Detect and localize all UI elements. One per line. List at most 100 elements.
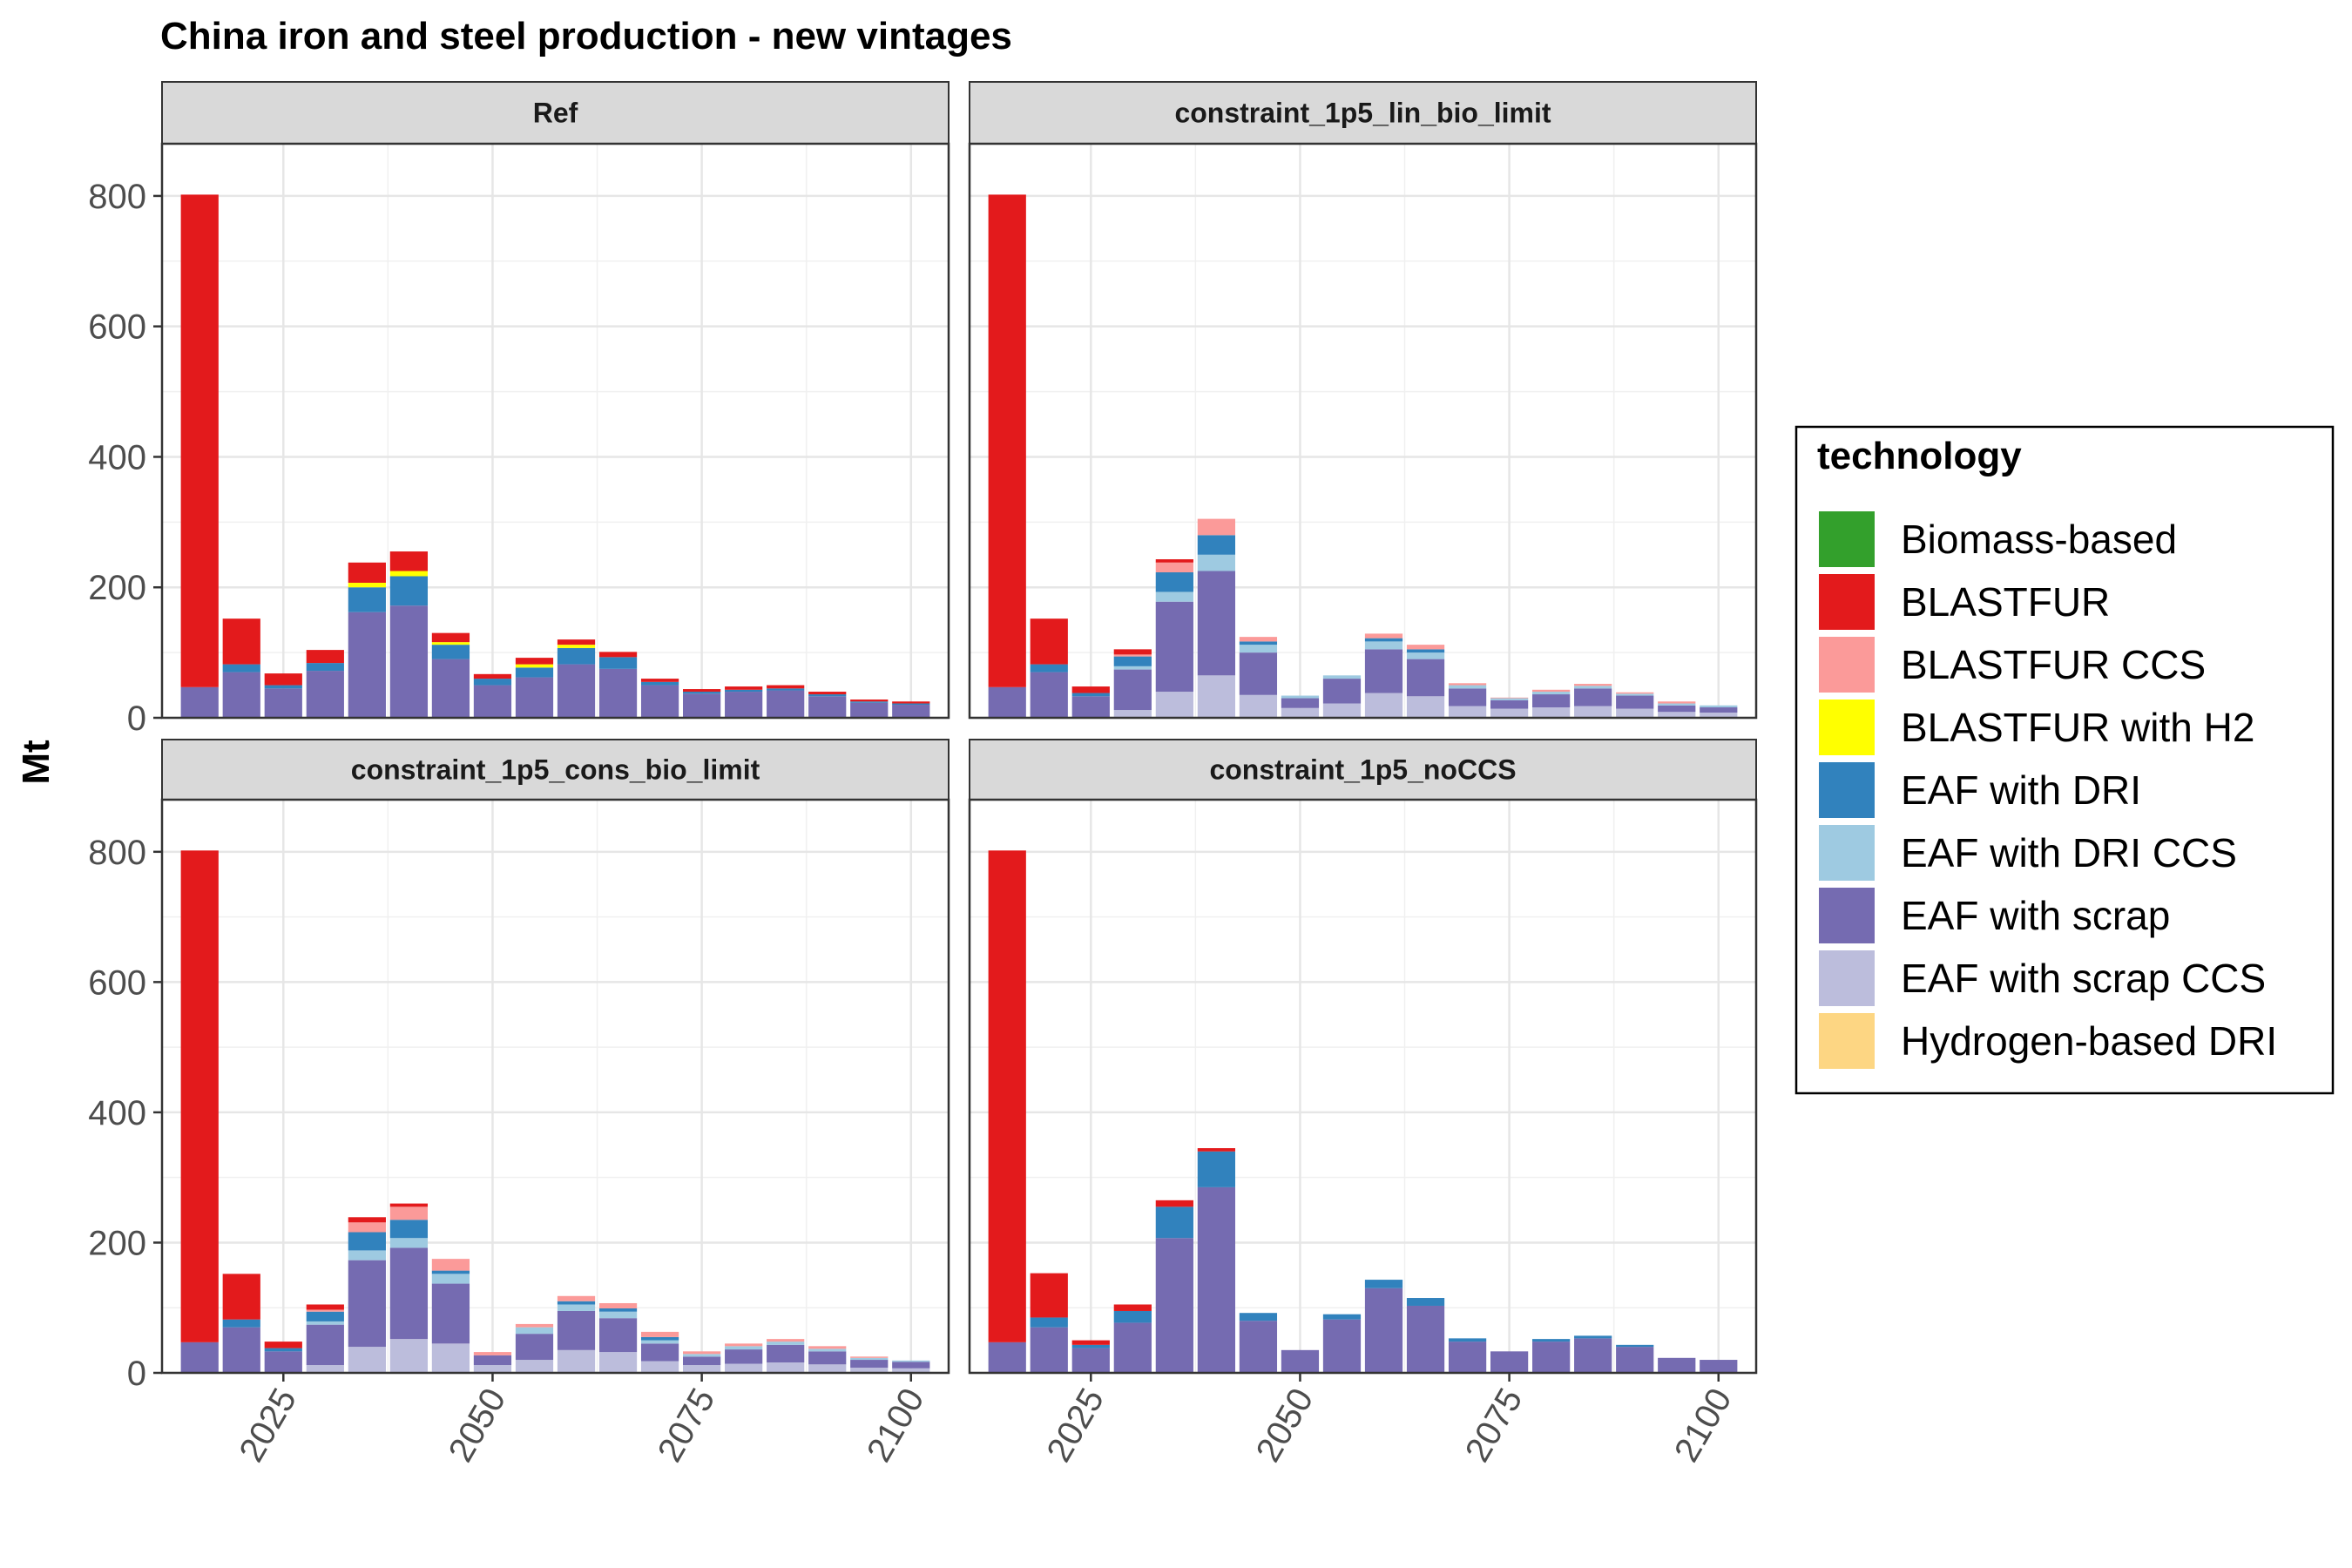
bar-segment <box>1574 684 1612 686</box>
bar-segment <box>1406 696 1445 718</box>
bar-segment <box>473 1365 512 1373</box>
bar-segment <box>473 685 512 718</box>
bar-segment <box>1658 703 1696 706</box>
bar-segment <box>180 686 219 718</box>
bar-segment <box>1030 1327 1068 1373</box>
bar-segment <box>1322 679 1362 704</box>
bar-segment <box>598 668 638 718</box>
bar-segment <box>1406 1298 1445 1306</box>
bar-segment <box>264 1342 302 1348</box>
legend-label: EAF with scrap CCS <box>1901 956 2266 1001</box>
legend-swatch <box>1819 825 1875 881</box>
bar-segment <box>1155 601 1193 693</box>
bar-segment <box>1239 645 1278 653</box>
bar-segment <box>767 1344 805 1363</box>
bar-segment <box>640 1331 679 1337</box>
bar-segment <box>850 1360 889 1369</box>
bar-segment <box>598 1311 638 1319</box>
bar-segment <box>431 1270 470 1274</box>
bar-segment <box>389 1203 429 1207</box>
legend-swatch <box>1819 762 1875 818</box>
facet-strip-label: Ref <box>533 98 578 129</box>
y-tick-label: 200 <box>88 1224 146 1262</box>
bar-segment <box>515 1327 554 1335</box>
bar-segment <box>1113 654 1152 657</box>
facet-panel: constraint_1p5_lin_bio_limit <box>968 81 1758 720</box>
bar-segment <box>988 1342 1026 1373</box>
legend-label: BLASTFUR with H2 <box>1901 705 2254 750</box>
y-tick-label: 600 <box>88 963 146 1002</box>
bar-segment <box>557 647 596 665</box>
bar-segment <box>1197 1151 1236 1187</box>
bar-segment <box>389 571 429 577</box>
bar-segment <box>348 612 386 718</box>
bar-segment <box>850 701 889 703</box>
bar-segment <box>640 1343 679 1362</box>
bar-segment <box>473 679 512 686</box>
bar-segment <box>1448 1338 1487 1342</box>
bar-segment <box>1155 591 1193 602</box>
bar-segment <box>682 1354 721 1357</box>
bar-segment <box>1197 535 1236 555</box>
bar-segment <box>1574 706 1612 718</box>
bar-segment <box>725 689 763 693</box>
bar-segment <box>1281 707 1320 718</box>
bar-segment <box>1239 1321 1278 1373</box>
facet-panels: Ref 0 200 400 600 800 constraint_1p5_lin_bio_l… <box>88 81 1758 1469</box>
bar-segment <box>1030 664 1068 672</box>
bar-segment <box>640 1361 679 1373</box>
legend-swatch <box>1819 888 1875 943</box>
x-tick-label: 2025 <box>1039 1382 1112 1469</box>
bar-segment <box>306 663 344 672</box>
legend-swatch <box>1819 511 1875 567</box>
chart-title: China iron and steel production - new vi… <box>160 15 1012 57</box>
bar-segment <box>264 673 302 686</box>
bar-segment <box>1071 1344 1110 1348</box>
bar-segment <box>1322 1314 1362 1320</box>
bar-segment <box>389 1247 429 1340</box>
bar-segment <box>1113 1322 1152 1373</box>
bar-segment <box>348 1217 386 1223</box>
bar-segment <box>431 645 470 659</box>
bar-segment <box>1364 633 1403 639</box>
bar-segment <box>1281 698 1320 708</box>
bar-segment <box>892 703 930 706</box>
bar-segment <box>1364 1280 1403 1288</box>
bar-segment <box>1364 1288 1403 1373</box>
bar-segment <box>222 1327 260 1373</box>
bar-segment <box>808 1364 847 1373</box>
bar-segment <box>1532 1342 1571 1373</box>
facet-strip <box>161 739 950 801</box>
bar-segment <box>431 632 470 643</box>
bar-segment <box>348 587 386 612</box>
bar-segment <box>1197 554 1236 571</box>
bar-segment <box>1448 685 1487 689</box>
bar-segment <box>389 605 429 718</box>
bar-segment <box>348 1347 386 1373</box>
x-tick-label: 2100 <box>1667 1382 1740 1469</box>
bar-segment <box>348 1222 386 1233</box>
bar-segment <box>640 1336 679 1341</box>
bar-segment <box>1239 641 1278 645</box>
bar-segment <box>1574 1338 1612 1373</box>
bar-segment <box>725 686 763 690</box>
bar-segment <box>515 664 554 668</box>
bar-segment <box>557 1301 596 1305</box>
bar-segment <box>988 686 1026 718</box>
bar-segment <box>1490 698 1529 700</box>
bar-segment <box>1030 672 1068 718</box>
facet-strip-label: constraint_1p5_noCCS <box>1209 754 1516 786</box>
bar-segment <box>1281 1349 1320 1373</box>
bar-segment <box>431 1274 470 1284</box>
legend-label: EAF with DRI <box>1901 767 2141 813</box>
facet-strip <box>969 739 1757 801</box>
bar-segment <box>892 701 930 704</box>
bar-segment <box>682 1365 721 1373</box>
bar-segment <box>515 1334 554 1361</box>
x-tick-label: 2025 <box>232 1382 304 1469</box>
bar-segment <box>1071 696 1110 718</box>
bar-segment <box>640 679 679 682</box>
bar-segment <box>348 582 386 588</box>
bar-segment <box>1616 1347 1654 1373</box>
bar-segment <box>431 1343 470 1373</box>
